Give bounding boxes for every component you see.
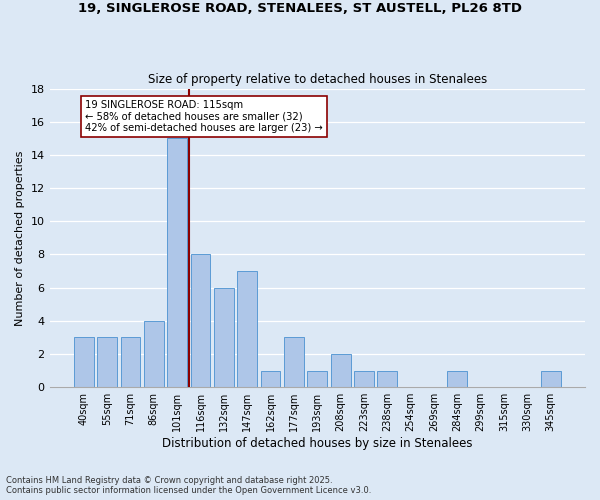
Title: Size of property relative to detached houses in Stenalees: Size of property relative to detached ho…: [148, 73, 487, 86]
Bar: [167, 138, 187, 387]
Bar: [238, 271, 257, 387]
Bar: [144, 321, 164, 387]
Bar: [191, 254, 211, 387]
Bar: [307, 370, 327, 387]
Y-axis label: Number of detached properties: Number of detached properties: [15, 150, 25, 326]
Text: Contains HM Land Registry data © Crown copyright and database right 2025.
Contai: Contains HM Land Registry data © Crown c…: [6, 476, 371, 495]
Bar: [284, 338, 304, 387]
Bar: [541, 370, 560, 387]
Bar: [260, 370, 280, 387]
Bar: [74, 338, 94, 387]
Bar: [121, 338, 140, 387]
Bar: [97, 338, 117, 387]
Text: 19, SINGLEROSE ROAD, STENALEES, ST AUSTELL, PL26 8TD: 19, SINGLEROSE ROAD, STENALEES, ST AUSTE…: [78, 2, 522, 16]
Bar: [354, 370, 374, 387]
Text: 19 SINGLEROSE ROAD: 115sqm
← 58% of detached houses are smaller (32)
42% of semi: 19 SINGLEROSE ROAD: 115sqm ← 58% of deta…: [85, 100, 323, 134]
Bar: [377, 370, 397, 387]
X-axis label: Distribution of detached houses by size in Stenalees: Distribution of detached houses by size …: [162, 437, 473, 450]
Bar: [331, 354, 350, 387]
Bar: [448, 370, 467, 387]
Bar: [214, 288, 234, 387]
